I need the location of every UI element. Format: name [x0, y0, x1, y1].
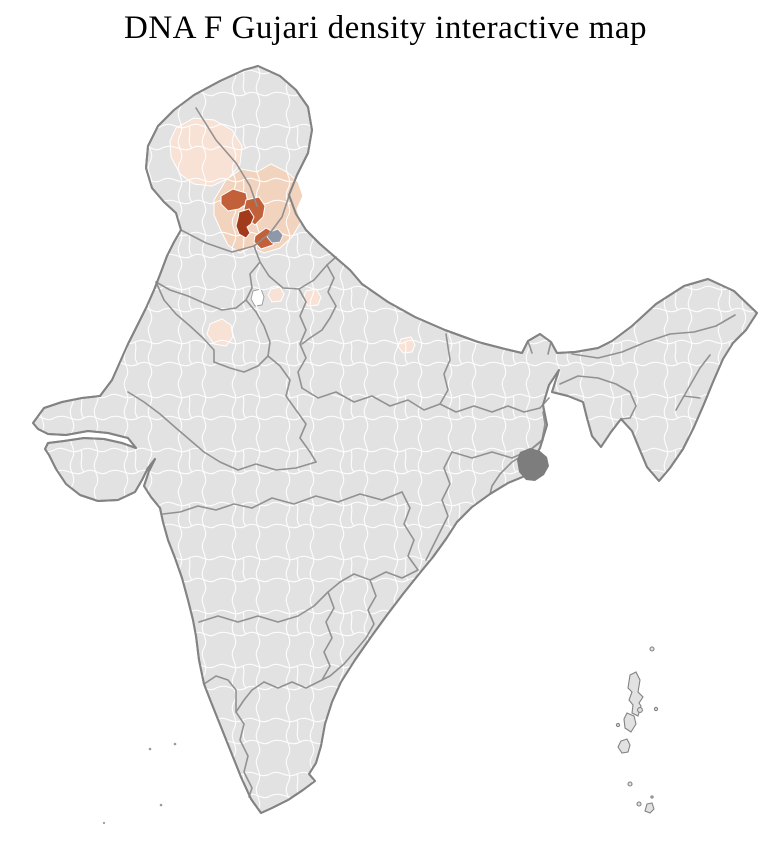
high-density-districts[interactable] — [220, 188, 284, 250]
map-title: DNA F Gujari density interactive map — [124, 10, 647, 46]
district-peak-density[interactable] — [235, 208, 255, 239]
district-high-density-west[interactable] — [220, 188, 249, 212]
islet-dots — [102, 742, 177, 825]
delta-marsh-area — [517, 448, 549, 481]
island-chain — [615, 646, 659, 814]
country-outline-stroke — [32, 65, 758, 814]
district-boundary-mesh — [33, 66, 757, 813]
